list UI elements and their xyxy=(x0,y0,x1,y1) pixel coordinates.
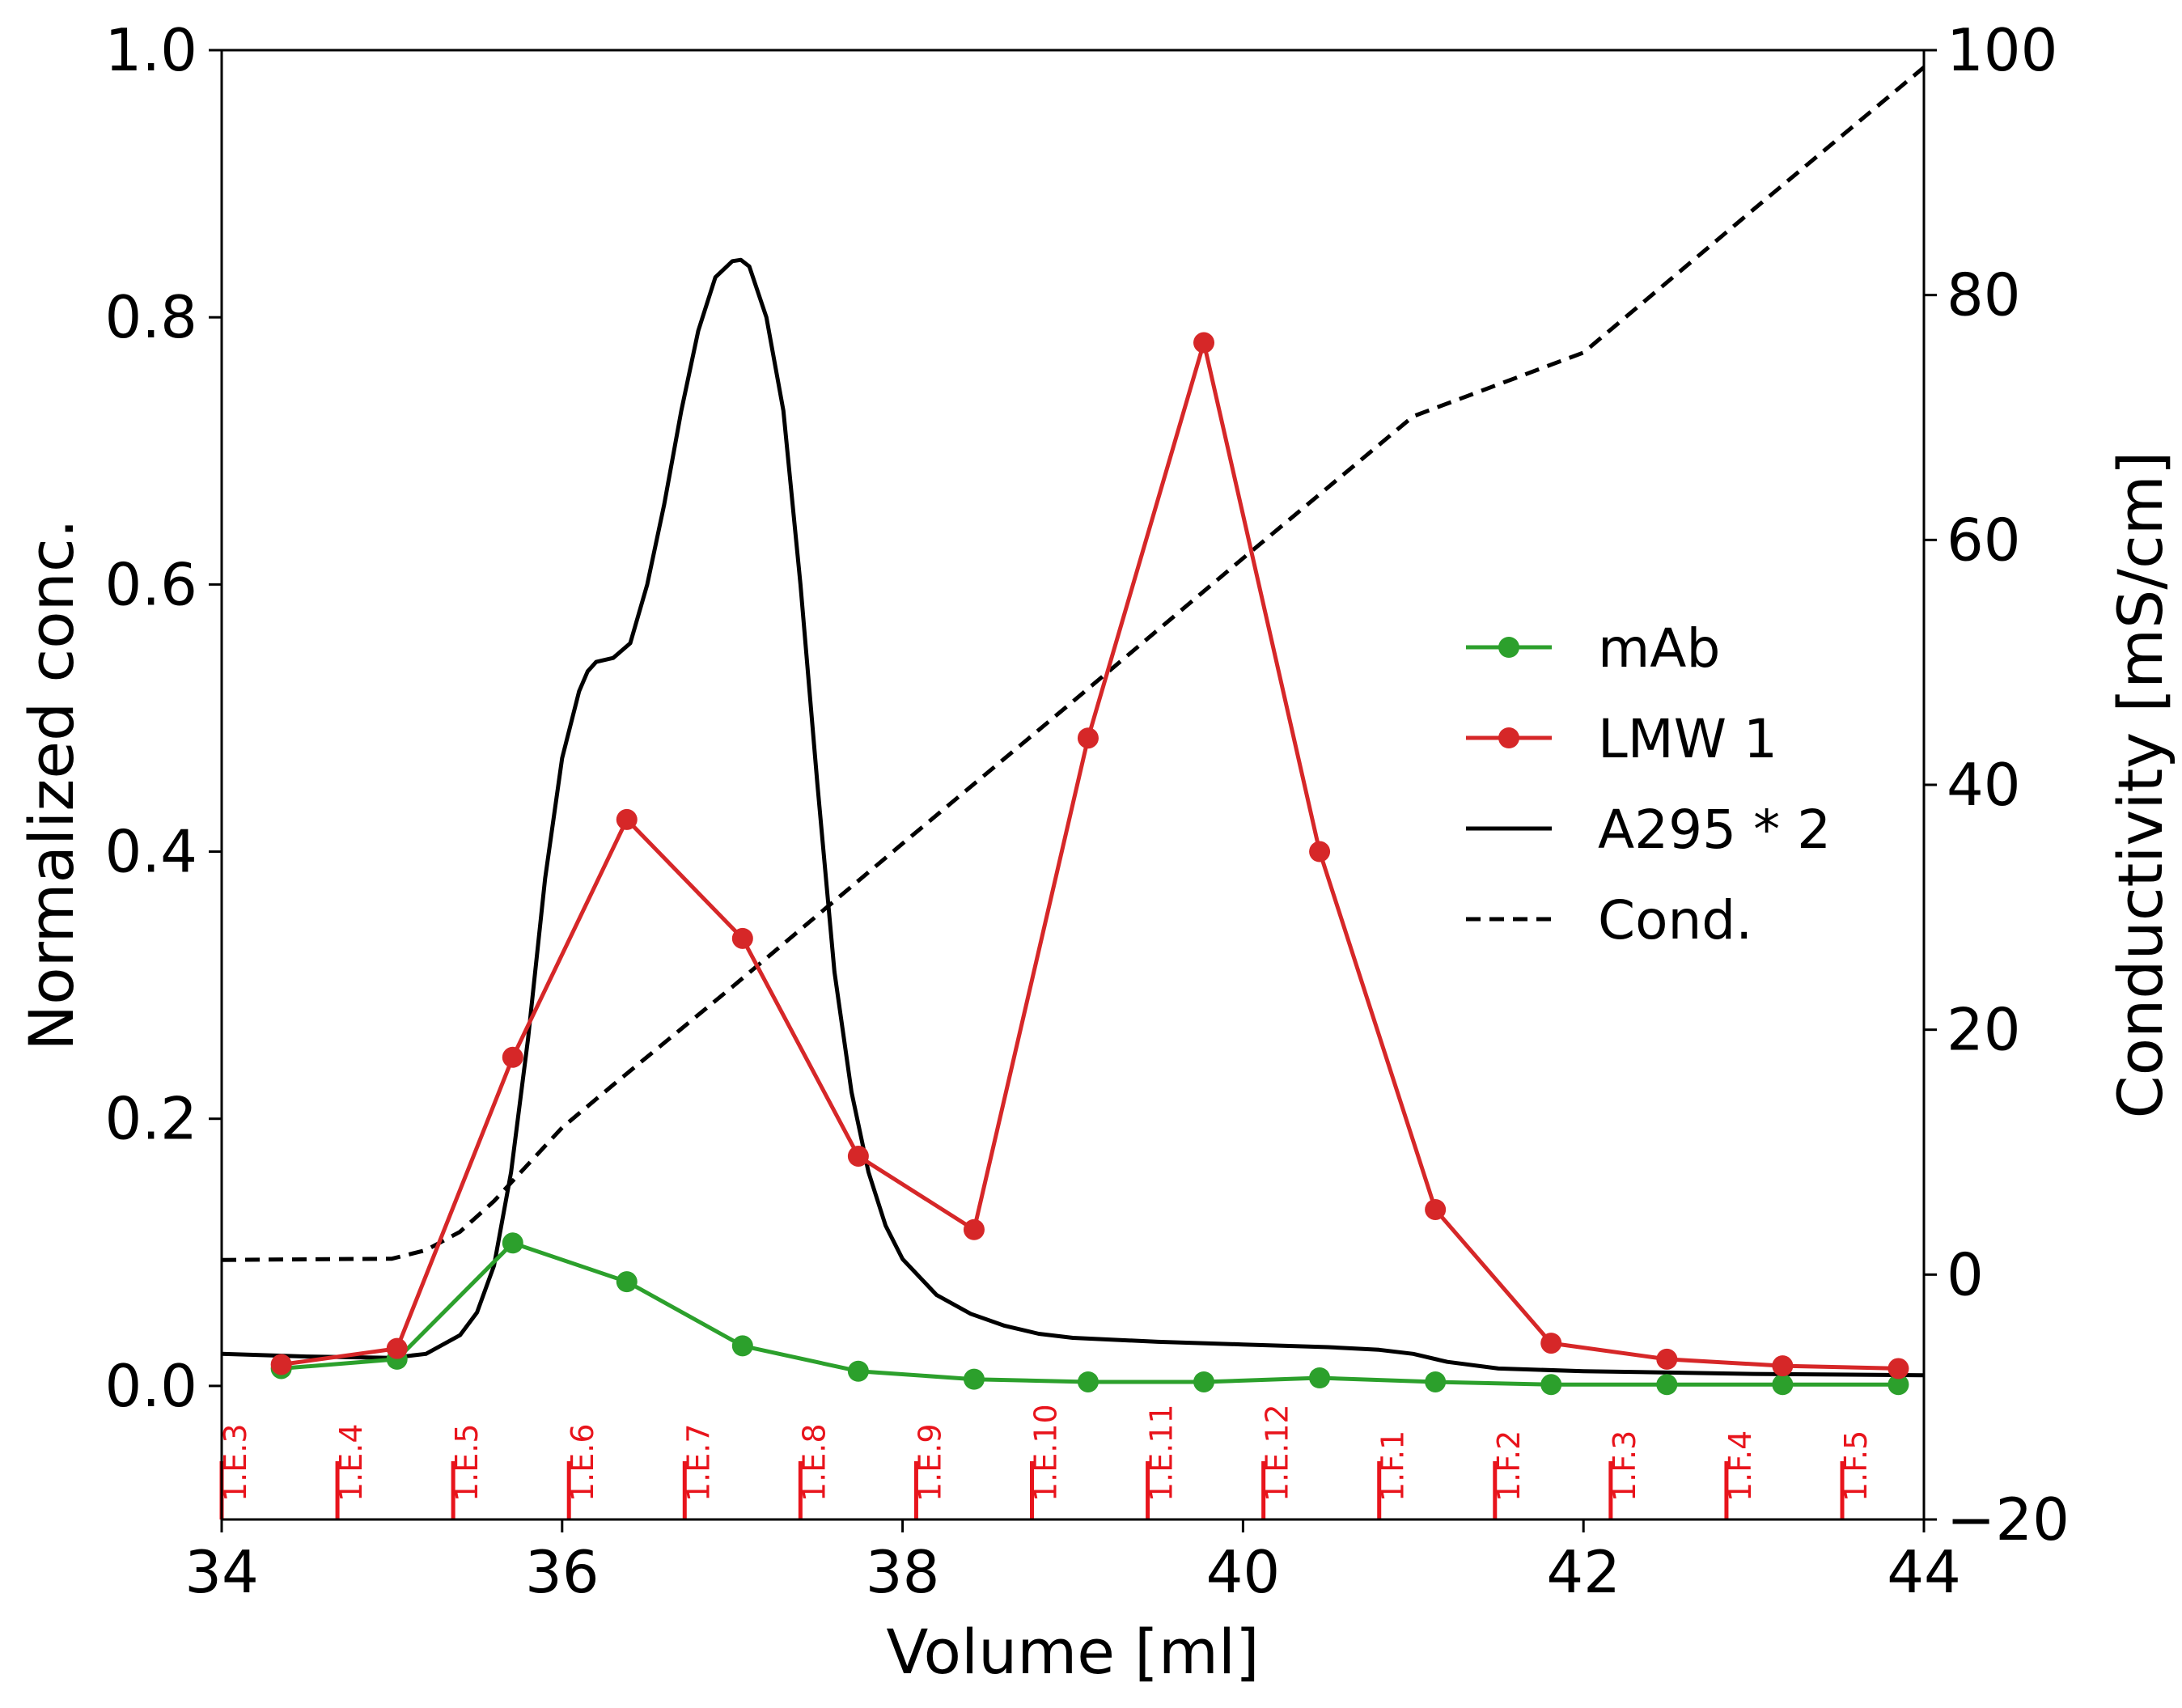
fraction-label: 1.E.8 xyxy=(796,1423,832,1502)
series-line-a295-2 xyxy=(221,257,1925,1378)
legend-label: mAb xyxy=(1598,617,1720,680)
fraction-label: 1.F.2 xyxy=(1491,1430,1527,1502)
y2-tick-label: 0 xyxy=(1947,1240,1984,1308)
y2-tick-label: 100 xyxy=(1947,16,2057,84)
data-point xyxy=(1656,1348,1678,1370)
fraction-label: 1.E.10 xyxy=(1028,1404,1064,1502)
data-point xyxy=(1425,1371,1447,1392)
y-tick-label: 0.8 xyxy=(104,283,197,351)
data-point xyxy=(270,1354,292,1375)
data-point xyxy=(1772,1355,1794,1377)
legend-label: A295 * 2 xyxy=(1598,799,1831,861)
x-tick-label: 34 xyxy=(184,1538,259,1606)
y-axis-label: Normalized conc. xyxy=(15,519,87,1051)
data-point xyxy=(1309,841,1331,862)
fraction-label: 1.E.7 xyxy=(680,1423,716,1502)
data-point xyxy=(847,1360,869,1382)
data-point xyxy=(1772,1374,1794,1396)
fraction-label: 1.F.5 xyxy=(1838,1430,1874,1502)
data-point xyxy=(1888,1374,1909,1396)
x-tick-label: 42 xyxy=(1546,1538,1621,1606)
legend-marker xyxy=(1498,727,1519,748)
y-tick-label: 0.6 xyxy=(104,550,197,618)
fraction-label: 1.F.3 xyxy=(1607,1430,1642,1502)
data-point xyxy=(963,1218,985,1240)
data-point xyxy=(616,808,638,830)
data-point xyxy=(1540,1374,1562,1396)
axes: 34 36 38 40 42 44 0.0 0.2 0.4 0.6 0.8 1.0 −20 0 20 40 60… xyxy=(104,16,2069,1606)
data-point xyxy=(1425,1198,1447,1220)
x-tick-label: 36 xyxy=(525,1538,600,1606)
legend-marker xyxy=(1498,637,1519,658)
x-axis-label: Volume [ml] xyxy=(886,1616,1259,1688)
data-point xyxy=(1077,727,1099,749)
series-line-mab xyxy=(281,1240,1899,1387)
data-point xyxy=(731,927,753,949)
data-point xyxy=(616,1271,638,1293)
fraction-label: 1.E.3 xyxy=(218,1423,253,1502)
data-point xyxy=(1309,1367,1331,1389)
y2-tick-label: 20 xyxy=(1947,996,2021,1064)
y2-tick-label: −20 xyxy=(1947,1485,2070,1553)
fraction-label: 1.E.9 xyxy=(912,1423,947,1502)
fraction-label: 1.E.11 xyxy=(1144,1404,1180,1502)
fraction-label: 1.E.6 xyxy=(565,1423,600,1502)
data-point xyxy=(847,1145,869,1167)
data-point xyxy=(1540,1333,1562,1354)
data-point xyxy=(1077,1371,1099,1392)
fraction-label: 1.E.4 xyxy=(333,1423,369,1502)
y2-axis-label: Conductivity [mS/cm] xyxy=(2104,451,2176,1119)
data-point xyxy=(1193,1371,1215,1392)
data-point xyxy=(1656,1374,1678,1396)
fraction-label: 1.E.5 xyxy=(449,1423,485,1502)
y-tick-label: 1.0 xyxy=(104,16,197,84)
legend: mAb LMW 1 A295 * 2 Cond. xyxy=(1466,617,1831,951)
plot-frame xyxy=(220,49,1926,1521)
legend-label: Cond. xyxy=(1598,889,1752,951)
data-point xyxy=(731,1335,753,1357)
data-point xyxy=(1888,1358,1909,1380)
x-tick-label: 40 xyxy=(1206,1538,1281,1606)
data-point xyxy=(502,1232,523,1254)
plot-series xyxy=(221,66,1926,1396)
legend-label: LMW 1 xyxy=(1598,708,1777,770)
data-point xyxy=(502,1046,523,1068)
y2-tick-label: 60 xyxy=(1947,506,2021,574)
x-tick-label: 44 xyxy=(1887,1538,1961,1606)
x-tick-label: 38 xyxy=(866,1538,940,1606)
data-point xyxy=(1193,332,1215,354)
y-tick-label: 0.0 xyxy=(104,1352,197,1420)
fraction-label: 1.E.12 xyxy=(1260,1404,1295,1502)
y2-tick-label: 80 xyxy=(1947,261,2021,329)
y-tick-label: 0.2 xyxy=(104,1085,197,1153)
series-line-cond- xyxy=(221,66,1926,1262)
data-point xyxy=(963,1368,985,1390)
fraction-label: 1.F.1 xyxy=(1375,1430,1411,1502)
y-tick-label: 0.4 xyxy=(104,818,197,886)
fraction-markers: 1.E.3 1.E.4 1.E.5 1.E.6 1.E.7 1.E.8 1.E.9 1.E.1… xyxy=(218,1404,1874,1519)
fraction-label: 1.F.4 xyxy=(1722,1430,1758,1502)
y2-tick-label: 40 xyxy=(1947,751,2021,819)
data-point xyxy=(386,1337,408,1359)
